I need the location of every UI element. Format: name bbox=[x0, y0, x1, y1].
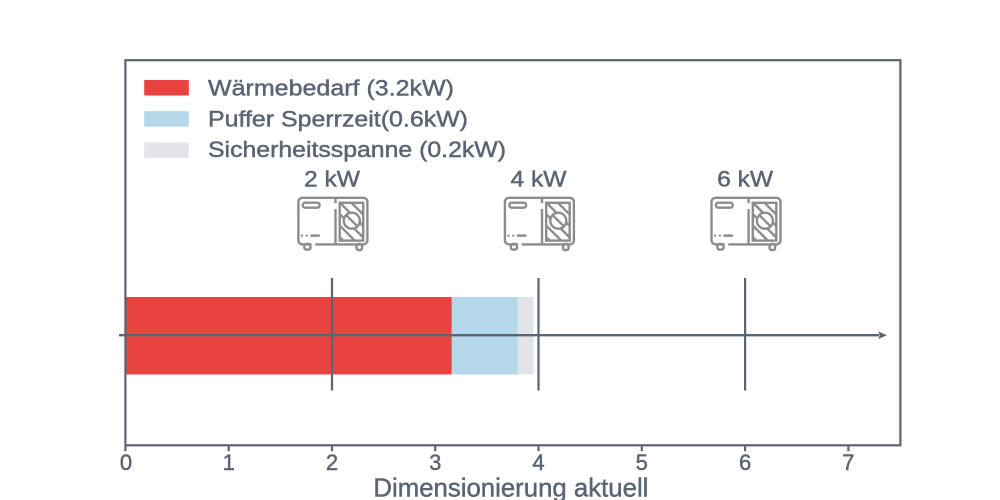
svg-text:Dimensionierung aktuell: Dimensionierung aktuell bbox=[373, 473, 648, 500]
svg-text:1: 1 bbox=[223, 450, 235, 475]
svg-text:7: 7 bbox=[842, 450, 854, 475]
svg-text:4: 4 bbox=[532, 450, 544, 475]
svg-text:Puffer Sperrzeit(0.6kW): Puffer Sperrzeit(0.6kW) bbox=[208, 106, 468, 131]
svg-text:0: 0 bbox=[120, 450, 132, 475]
svg-text:6: 6 bbox=[739, 450, 751, 475]
svg-text:3: 3 bbox=[429, 450, 441, 475]
svg-text:5: 5 bbox=[636, 450, 648, 475]
svg-text:4 kW: 4 kW bbox=[511, 167, 567, 192]
svg-text:2: 2 bbox=[326, 450, 338, 475]
svg-text:6 kW: 6 kW bbox=[717, 167, 773, 192]
svg-text:2 kW: 2 kW bbox=[304, 167, 360, 192]
svg-text:Sicherheitsspanne (0.2kW): Sicherheitsspanne (0.2kW) bbox=[208, 137, 506, 162]
svg-text:Wärmebedarf (3.2kW): Wärmebedarf (3.2kW) bbox=[208, 76, 454, 101]
